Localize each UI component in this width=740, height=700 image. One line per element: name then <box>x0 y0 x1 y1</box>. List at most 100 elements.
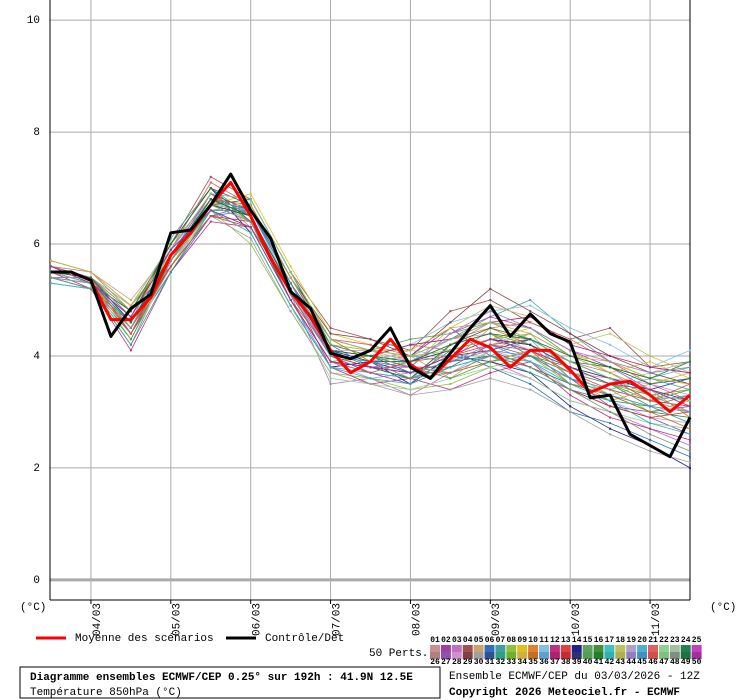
member-label: 24 <box>681 636 691 645</box>
member-point <box>609 427 612 430</box>
member-label: 31 <box>485 658 495 667</box>
member-point <box>489 366 492 369</box>
run-label: Ensemble ECMWF/CEP du 03/03/2026 - 12Z <box>449 671 700 683</box>
member-point <box>609 399 612 402</box>
member-label: 03 <box>452 636 462 645</box>
member-point <box>569 360 572 363</box>
member-swatch <box>658 652 669 659</box>
member-point <box>649 433 652 436</box>
member-point <box>249 220 252 223</box>
member-point <box>209 209 212 212</box>
member-point <box>129 349 132 352</box>
series-line <box>51 181 691 414</box>
member-point <box>489 326 492 329</box>
member-point <box>449 332 452 335</box>
member-label: 27 <box>441 658 451 667</box>
member-point <box>129 321 132 324</box>
member-point <box>609 410 612 413</box>
member-swatch <box>626 645 637 652</box>
member-point <box>569 394 572 397</box>
member-point <box>489 287 492 290</box>
member-point <box>129 299 132 301</box>
member-point <box>489 354 492 357</box>
member-label: 21 <box>648 636 658 645</box>
x-tick-label: 04/03 <box>92 603 104 636</box>
member-point <box>209 220 212 223</box>
member-point <box>689 422 691 425</box>
y-tick-label: 10 <box>27 15 40 27</box>
member-swatch <box>451 652 462 659</box>
member-swatch <box>680 645 691 652</box>
member-point <box>329 366 332 369</box>
member-swatch <box>473 652 484 659</box>
member-swatch <box>669 652 680 659</box>
member-label: 47 <box>659 658 669 667</box>
member-label: 30 <box>474 658 484 667</box>
member-swatch <box>604 652 615 659</box>
member-point <box>449 343 452 346</box>
x-tick-label: 09/03 <box>491 603 503 636</box>
member-swatch <box>539 645 549 652</box>
x-tick-label: 08/03 <box>411 603 423 636</box>
member-swatch <box>560 652 571 659</box>
member-swatch <box>637 645 648 652</box>
member-point <box>489 332 492 335</box>
member-label: 02 <box>441 636 451 645</box>
chart-subtitle: Température 850hPa (°C) <box>30 687 182 699</box>
member-point <box>649 422 652 425</box>
member-swatch <box>582 652 593 659</box>
member-point <box>369 343 372 346</box>
member-swatch <box>495 645 506 652</box>
member-point <box>689 366 691 369</box>
member-point <box>449 338 452 341</box>
member-point <box>169 265 172 268</box>
member-point <box>329 354 332 357</box>
member-point <box>50 276 52 279</box>
member-label: 06 <box>485 636 495 645</box>
member-point <box>129 343 132 346</box>
member-point <box>289 282 292 285</box>
member-point <box>169 243 172 246</box>
member-label: 32 <box>496 658 506 667</box>
y-tick-label: 8 <box>33 127 40 139</box>
member-swatch <box>451 645 462 652</box>
member-point <box>449 326 452 329</box>
member-point <box>129 332 132 335</box>
member-point <box>449 377 452 380</box>
member-point <box>409 343 412 346</box>
member-point <box>689 444 691 447</box>
member-point <box>649 416 652 419</box>
x-tick-label: 10/03 <box>571 603 583 636</box>
member-point <box>489 321 492 324</box>
member-point <box>449 349 452 352</box>
member-label: 15 <box>583 636 593 645</box>
member-point <box>649 427 652 430</box>
member-point <box>569 371 572 374</box>
member-label: 36 <box>539 658 549 667</box>
member-point <box>249 243 252 246</box>
member-point <box>449 354 452 357</box>
member-point <box>129 326 132 329</box>
member-label: 41 <box>594 658 604 667</box>
member-point <box>329 371 332 374</box>
member-point <box>249 192 252 195</box>
member-label: 28 <box>452 658 462 667</box>
y-unit-right: (°C) <box>710 602 736 614</box>
member-label: 48 <box>670 658 680 667</box>
member-point <box>329 382 332 385</box>
member-point <box>449 321 452 324</box>
member-swatch <box>539 652 549 659</box>
member-point <box>489 310 492 313</box>
member-point <box>529 371 532 374</box>
member-point <box>489 343 492 346</box>
member-point <box>89 271 92 274</box>
member-point <box>529 388 532 391</box>
member-point <box>329 332 332 335</box>
member-point <box>369 382 372 385</box>
member-swatch <box>648 645 658 652</box>
member-point <box>449 371 452 374</box>
member-point <box>689 382 691 385</box>
member-label: 42 <box>605 658 615 667</box>
member-point <box>289 310 292 313</box>
member-point <box>569 338 572 341</box>
